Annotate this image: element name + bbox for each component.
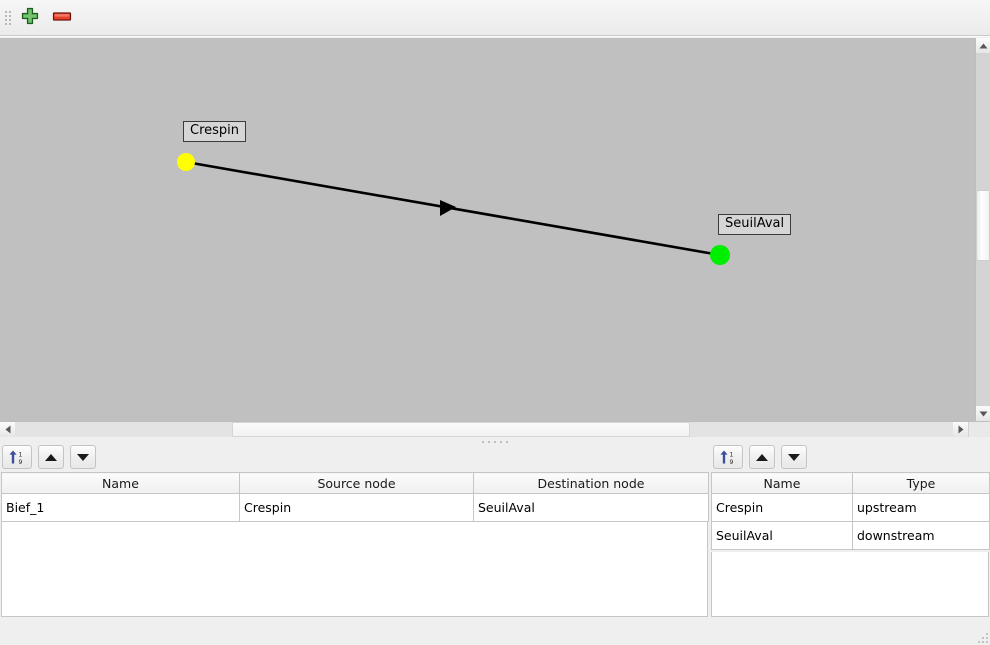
column-header-name[interactable]: Name — [711, 472, 853, 494]
nodes-table-empty-area[interactable] — [711, 552, 989, 617]
graph-canvas[interactable]: Crespin SeuilAval — [0, 38, 975, 421]
remove-button[interactable] — [49, 5, 75, 31]
scroll-left-button[interactable] — [0, 422, 15, 437]
canvas-vertical-scroll-thumb[interactable] — [976, 190, 990, 261]
table-row[interactable]: SeuilAval downstream — [711, 521, 990, 550]
reaches-move-up-button[interactable] — [38, 445, 64, 469]
column-header-source-node[interactable]: Source node — [239, 472, 474, 494]
cell-destination-node[interactable]: SeuilAval — [473, 493, 709, 522]
triangle-right-icon — [958, 425, 963, 434]
cell-name[interactable]: SeuilAval — [711, 521, 853, 550]
scroll-down-button[interactable] — [976, 406, 990, 421]
table-header-row: Name Type — [711, 472, 990, 494]
graph-drawing — [177, 153, 730, 265]
svg-text:9: 9 — [19, 459, 23, 466]
toolbar-drag-handle[interactable] — [3, 7, 13, 29]
table-row[interactable]: Crespin upstream — [711, 493, 990, 522]
node-seuilaval[interactable] — [710, 245, 730, 265]
canvas-horizontal-scrollbar[interactable] — [0, 421, 990, 437]
table-header-row: Name Source node Destination node — [1, 472, 709, 494]
canvas-horizontal-scroll-thumb[interactable] — [232, 422, 690, 437]
cell-type[interactable]: upstream — [852, 493, 990, 522]
nodes-move-up-button[interactable] — [749, 445, 775, 469]
triangle-down-icon — [77, 453, 89, 461]
window-resize-grip[interactable] — [974, 629, 988, 643]
reaches-sort-ascending-button[interactable]: 1 9 — [2, 445, 32, 469]
splitter-grip-icon — [480, 440, 510, 443]
reaches-panel-toolbar: 1 9 — [0, 442, 102, 472]
scrollbar-corner — [968, 422, 990, 437]
node-label-crespin[interactable]: Crespin — [183, 121, 247, 142]
reaches-panel: 1 9 Name Source — [0, 442, 710, 625]
nodes-sort-ascending-button[interactable]: 1 9 — [713, 445, 743, 469]
table-row[interactable]: Bief_1 Crespin SeuilAval — [1, 493, 709, 522]
node-label-seuilaval[interactable]: SeuilAval — [718, 214, 792, 235]
column-header-destination-node[interactable]: Destination node — [473, 472, 709, 494]
nodes-panel: 1 9 Name Type — [710, 442, 990, 625]
reaches-table-empty-area[interactable] — [1, 522, 708, 617]
add-button[interactable] — [17, 5, 43, 31]
reaches-move-down-button[interactable] — [70, 445, 96, 469]
main-toolbar — [0, 0, 990, 36]
canvas-vertical-scrollbar[interactable] — [975, 38, 990, 421]
remove-icon — [51, 6, 73, 29]
scroll-right-button[interactable] — [953, 422, 968, 437]
nodes-move-down-button[interactable] — [781, 445, 807, 469]
svg-text:9: 9 — [730, 459, 734, 466]
status-bar — [0, 623, 990, 645]
sort-numeric-asc-icon: 1 9 — [9, 450, 23, 466]
triangle-up-icon — [756, 453, 768, 461]
graph-canvas-area: Crespin SeuilAval — [0, 36, 990, 437]
column-header-name[interactable]: Name — [1, 472, 240, 494]
reaches-table[interactable]: Name Source node Destination node Bief_1… — [1, 472, 709, 522]
svg-text:1: 1 — [19, 451, 23, 458]
sort-numeric-asc-icon: 1 9 — [720, 450, 734, 466]
nodes-table[interactable]: Name Type Crespin upstream SeuilAval dow… — [711, 472, 990, 550]
add-icon — [20, 6, 40, 29]
scroll-up-button[interactable] — [976, 38, 990, 53]
cell-name[interactable]: Crespin — [711, 493, 853, 522]
triangle-left-icon — [5, 425, 10, 434]
nodes-panel-toolbar: 1 9 — [710, 442, 813, 472]
edge-arrowhead-icon — [440, 200, 456, 216]
triangle-up-icon — [45, 453, 57, 461]
triangle-down-icon — [979, 411, 987, 416]
svg-text:1: 1 — [730, 451, 734, 458]
column-header-type[interactable]: Type — [852, 472, 990, 494]
triangle-down-icon — [788, 453, 800, 461]
node-crespin[interactable] — [177, 153, 195, 171]
cell-type[interactable]: downstream — [852, 521, 990, 550]
panel-splitter[interactable] — [0, 437, 990, 446]
cell-source-node[interactable]: Crespin — [239, 493, 474, 522]
cell-name[interactable]: Bief_1 — [1, 493, 240, 522]
triangle-up-icon — [979, 43, 987, 48]
